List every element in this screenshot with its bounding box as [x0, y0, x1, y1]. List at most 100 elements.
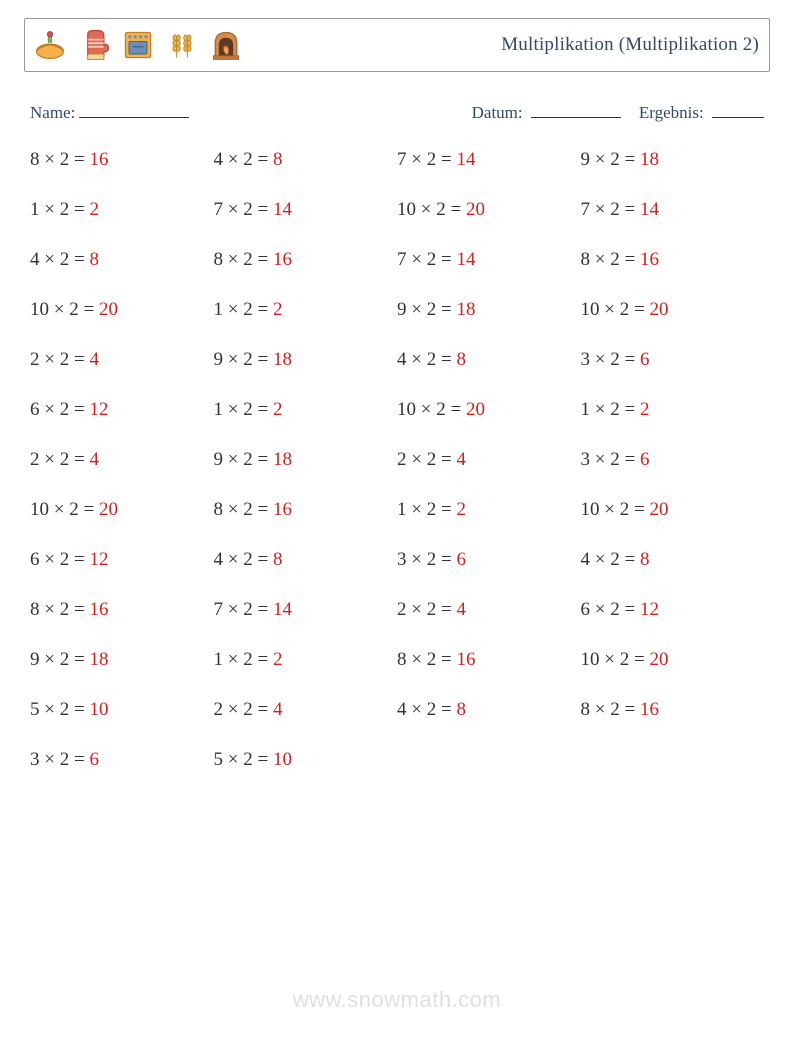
problem-expression: 9 × 2 = [214, 349, 273, 370]
meta-result: Ergebnis: [639, 100, 764, 123]
problem-expression: 4 × 2 = [30, 249, 89, 270]
problem-expression: 4 × 2 = [581, 549, 640, 570]
problem-expression: 3 × 2 = [397, 549, 456, 570]
pie-icon [31, 26, 69, 64]
problem-answer: 4 [456, 449, 466, 470]
mitt-icon [75, 26, 113, 64]
problem-cell: 7 × 2 = 14 [397, 249, 581, 271]
problem-cell: 2 × 2 = 4 [397, 599, 581, 621]
date-label: Datum: [472, 103, 523, 122]
problem-cell: 8 × 2 = 16 [581, 249, 765, 271]
problem-cell: 9 × 2 = 18 [214, 349, 398, 371]
problem-cell: 4 × 2 = 8 [214, 549, 398, 571]
problem-expression: 6 × 2 = [30, 549, 89, 570]
problem-cell: 1 × 2 = 2 [30, 199, 214, 221]
problem-expression: 3 × 2 = [581, 449, 640, 470]
problem-answer: 20 [99, 299, 118, 320]
problem-expression: 1 × 2 = [214, 649, 273, 670]
problem-answer: 16 [89, 599, 108, 620]
problem-answer: 2 [273, 399, 283, 420]
result-blank [712, 100, 764, 118]
problem-answer: 18 [456, 299, 475, 320]
problem-cell: 8 × 2 = 16 [214, 499, 398, 521]
worksheet-page: Multiplikation (Multiplikation 2) Name: … [0, 0, 794, 1053]
problem-expression: 1 × 2 = [214, 299, 273, 320]
problem-answer: 16 [456, 649, 475, 670]
problem-expression: 1 × 2 = [214, 399, 273, 420]
problem-answer: 18 [273, 449, 292, 470]
name-label: Name: [30, 103, 75, 123]
problem-expression: 9 × 2 = [214, 449, 273, 470]
problem-cell: 10 × 2 = 20 [30, 299, 214, 321]
problem-cell: 1 × 2 = 2 [214, 399, 398, 421]
problem-answer: 14 [640, 199, 659, 220]
problem-cell: 10 × 2 = 20 [581, 649, 765, 671]
problem-cell: 8 × 2 = 16 [30, 149, 214, 171]
problem-cell: 4 × 2 = 8 [581, 549, 765, 571]
meta-row: Name: Datum: Ergebnis: [24, 100, 770, 123]
problem-answer: 10 [273, 749, 292, 770]
problem-expression: 10 × 2 = [30, 499, 99, 520]
problem-answer: 4 [456, 599, 466, 620]
problem-answer: 8 [640, 549, 650, 570]
problem-expression: 1 × 2 = [581, 399, 640, 420]
result-label: Ergebnis: [639, 103, 704, 122]
problem-expression: 2 × 2 = [30, 349, 89, 370]
problem-answer: 20 [649, 649, 668, 670]
problem-answer: 14 [273, 599, 292, 620]
problem-expression: 9 × 2 = [397, 299, 456, 320]
wheat-icon [163, 26, 201, 64]
name-blank [79, 100, 189, 118]
problem-answer: 6 [89, 749, 99, 770]
problem-cell: 7 × 2 = 14 [214, 599, 398, 621]
problem-expression: 7 × 2 = [214, 199, 273, 220]
problem-cell: 9 × 2 = 18 [30, 649, 214, 671]
problem-answer: 16 [640, 249, 659, 270]
problem-answer: 4 [273, 699, 283, 720]
problem-expression: 9 × 2 = [30, 649, 89, 670]
problem-answer: 2 [273, 649, 283, 670]
problem-expression: 10 × 2 = [397, 399, 466, 420]
problem-answer: 8 [456, 349, 466, 370]
problem-cell: 4 × 2 = 8 [397, 349, 581, 371]
problem-cell: 6 × 2 = 12 [30, 549, 214, 571]
problem-cell: 7 × 2 = 14 [214, 199, 398, 221]
problem-answer: 16 [273, 499, 292, 520]
problem-cell: 10 × 2 = 20 [397, 399, 581, 421]
problem-expression: 10 × 2 = [30, 299, 99, 320]
problem-cell: 2 × 2 = 4 [30, 449, 214, 471]
problem-answer: 4 [89, 449, 99, 470]
problem-cell: 10 × 2 = 20 [397, 199, 581, 221]
problem-cell: 3 × 2 = 6 [581, 349, 765, 371]
problem-cell: 4 × 2 = 8 [397, 699, 581, 721]
problem-cell: 5 × 2 = 10 [214, 749, 398, 771]
problem-expression: 8 × 2 = [581, 699, 640, 720]
problem-answer: 6 [640, 349, 650, 370]
problem-answer: 12 [89, 549, 108, 570]
problem-expression: 8 × 2 = [581, 249, 640, 270]
fireplace-icon [207, 26, 245, 64]
problem-answer: 2 [640, 399, 650, 420]
problem-answer: 8 [273, 149, 283, 170]
problem-expression: 1 × 2 = [30, 199, 89, 220]
problem-expression: 7 × 2 = [397, 149, 456, 170]
problem-cell: 7 × 2 = 14 [581, 199, 765, 221]
problem-cell: 4 × 2 = 8 [30, 249, 214, 271]
problem-expression: 5 × 2 = [214, 749, 273, 770]
meta-date: Datum: [472, 100, 621, 123]
problem-expression: 4 × 2 = [397, 349, 456, 370]
problem-cell: 9 × 2 = 18 [581, 149, 765, 171]
problem-expression: 8 × 2 = [214, 499, 273, 520]
problem-answer: 14 [456, 249, 475, 270]
problem-answer: 4 [89, 349, 99, 370]
problem-expression: 2 × 2 = [214, 699, 273, 720]
problem-answer: 18 [640, 149, 659, 170]
problem-expression: 2 × 2 = [397, 449, 456, 470]
problem-answer: 14 [456, 149, 475, 170]
problem-expression: 5 × 2 = [30, 699, 89, 720]
problem-cell: 9 × 2 = 18 [397, 299, 581, 321]
problem-answer: 20 [466, 199, 485, 220]
worksheet-title: Multiplikation (Multiplikation 2) [501, 34, 759, 56]
problem-expression: 8 × 2 = [214, 249, 273, 270]
problem-cell: 1 × 2 = 2 [397, 499, 581, 521]
